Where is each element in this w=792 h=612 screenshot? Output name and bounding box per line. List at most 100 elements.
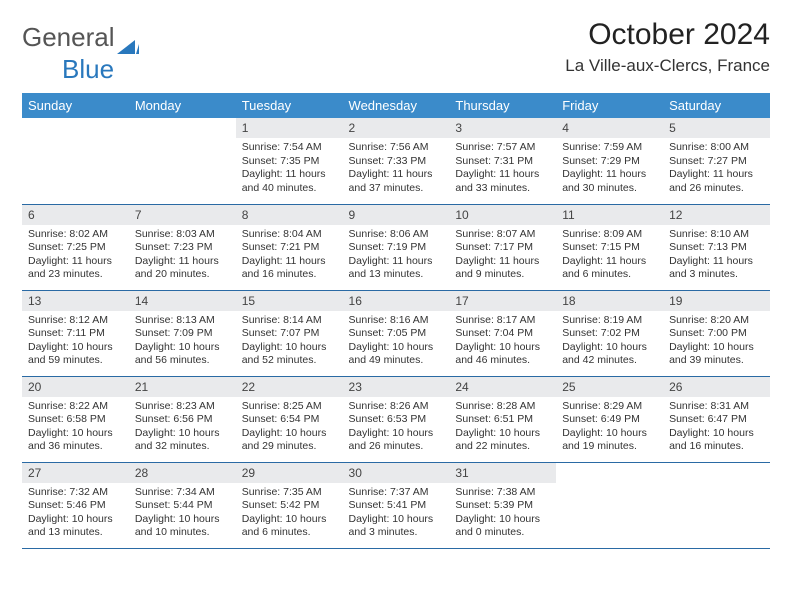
day-number: 7 [129, 205, 236, 225]
day-number: 11 [556, 205, 663, 225]
day-number: 21 [129, 377, 236, 397]
day-cell-26: 26Sunrise: 8:31 AMSunset: 6:47 PMDayligh… [663, 376, 770, 462]
day-number: 1 [236, 118, 343, 138]
day-body: Sunrise: 8:28 AMSunset: 6:51 PMDaylight:… [449, 397, 556, 459]
day-number: 20 [22, 377, 129, 397]
day-number: 2 [343, 118, 450, 138]
day-number: 17 [449, 291, 556, 311]
day-number: 31 [449, 463, 556, 483]
day-cell-20: 20Sunrise: 8:22 AMSunset: 6:58 PMDayligh… [22, 376, 129, 462]
day-cell-2: 2Sunrise: 7:56 AMSunset: 7:33 PMDaylight… [343, 118, 450, 204]
week-row: 1Sunrise: 7:54 AMSunset: 7:35 PMDaylight… [22, 118, 770, 204]
logo-text-blue: Blue [62, 54, 114, 85]
day-number: 30 [343, 463, 450, 483]
day-body: Sunrise: 8:04 AMSunset: 7:21 PMDaylight:… [236, 225, 343, 287]
day-body: Sunrise: 8:17 AMSunset: 7:04 PMDaylight:… [449, 311, 556, 373]
logo: General [22, 22, 139, 53]
day-cell-17: 17Sunrise: 8:17 AMSunset: 7:04 PMDayligh… [449, 290, 556, 376]
day-number: 26 [663, 377, 770, 397]
day-number: 4 [556, 118, 663, 138]
day-body: Sunrise: 7:38 AMSunset: 5:39 PMDaylight:… [449, 483, 556, 545]
month-title: October 2024 [565, 18, 770, 52]
weekday-tuesday: Tuesday [236, 93, 343, 118]
day-body: Sunrise: 8:10 AMSunset: 7:13 PMDaylight:… [663, 225, 770, 287]
day-cell-22: 22Sunrise: 8:25 AMSunset: 6:54 PMDayligh… [236, 376, 343, 462]
day-cell-10: 10Sunrise: 8:07 AMSunset: 7:17 PMDayligh… [449, 204, 556, 290]
weekday-saturday: Saturday [663, 93, 770, 118]
day-number: 12 [663, 205, 770, 225]
day-number: 28 [129, 463, 236, 483]
day-cell-21: 21Sunrise: 8:23 AMSunset: 6:56 PMDayligh… [129, 376, 236, 462]
day-cell-19: 19Sunrise: 8:20 AMSunset: 7:00 PMDayligh… [663, 290, 770, 376]
day-number: 10 [449, 205, 556, 225]
day-number: 29 [236, 463, 343, 483]
empty-cell [129, 118, 236, 204]
day-body: Sunrise: 7:37 AMSunset: 5:41 PMDaylight:… [343, 483, 450, 545]
day-cell-30: 30Sunrise: 7:37 AMSunset: 5:41 PMDayligh… [343, 462, 450, 548]
day-body: Sunrise: 8:07 AMSunset: 7:17 PMDaylight:… [449, 225, 556, 287]
day-cell-1: 1Sunrise: 7:54 AMSunset: 7:35 PMDaylight… [236, 118, 343, 204]
day-body: Sunrise: 8:22 AMSunset: 6:58 PMDaylight:… [22, 397, 129, 459]
day-number: 24 [449, 377, 556, 397]
day-cell-4: 4Sunrise: 7:59 AMSunset: 7:29 PMDaylight… [556, 118, 663, 204]
day-number: 18 [556, 291, 663, 311]
day-cell-8: 8Sunrise: 8:04 AMSunset: 7:21 PMDaylight… [236, 204, 343, 290]
day-number: 5 [663, 118, 770, 138]
day-cell-29: 29Sunrise: 7:35 AMSunset: 5:42 PMDayligh… [236, 462, 343, 548]
week-row: 6Sunrise: 8:02 AMSunset: 7:25 PMDaylight… [22, 204, 770, 290]
day-number: 9 [343, 205, 450, 225]
location: La Ville-aux-Clercs, France [565, 56, 770, 76]
weekday-header-row: SundayMondayTuesdayWednesdayThursdayFrid… [22, 93, 770, 118]
day-cell-7: 7Sunrise: 8:03 AMSunset: 7:23 PMDaylight… [129, 204, 236, 290]
empty-cell [22, 118, 129, 204]
day-body: Sunrise: 7:59 AMSunset: 7:29 PMDaylight:… [556, 138, 663, 200]
day-cell-31: 31Sunrise: 7:38 AMSunset: 5:39 PMDayligh… [449, 462, 556, 548]
day-number: 14 [129, 291, 236, 311]
day-cell-16: 16Sunrise: 8:16 AMSunset: 7:05 PMDayligh… [343, 290, 450, 376]
day-cell-11: 11Sunrise: 8:09 AMSunset: 7:15 PMDayligh… [556, 204, 663, 290]
day-number: 13 [22, 291, 129, 311]
day-number: 22 [236, 377, 343, 397]
day-body: Sunrise: 8:25 AMSunset: 6:54 PMDaylight:… [236, 397, 343, 459]
day-number: 23 [343, 377, 450, 397]
weekday-thursday: Thursday [449, 93, 556, 118]
weekday-sunday: Sunday [22, 93, 129, 118]
day-body: Sunrise: 8:19 AMSunset: 7:02 PMDaylight:… [556, 311, 663, 373]
day-body: Sunrise: 8:20 AMSunset: 7:00 PMDaylight:… [663, 311, 770, 373]
title-block: October 2024 La Ville-aux-Clercs, France [565, 18, 770, 76]
day-number: 15 [236, 291, 343, 311]
calendar-table: SundayMondayTuesdayWednesdayThursdayFrid… [22, 93, 770, 549]
day-body: Sunrise: 8:00 AMSunset: 7:27 PMDaylight:… [663, 138, 770, 200]
day-body: Sunrise: 7:32 AMSunset: 5:46 PMDaylight:… [22, 483, 129, 545]
day-body: Sunrise: 8:06 AMSunset: 7:19 PMDaylight:… [343, 225, 450, 287]
day-body: Sunrise: 8:03 AMSunset: 7:23 PMDaylight:… [129, 225, 236, 287]
day-cell-3: 3Sunrise: 7:57 AMSunset: 7:31 PMDaylight… [449, 118, 556, 204]
day-cell-5: 5Sunrise: 8:00 AMSunset: 7:27 PMDaylight… [663, 118, 770, 204]
day-number: 27 [22, 463, 129, 483]
day-cell-12: 12Sunrise: 8:10 AMSunset: 7:13 PMDayligh… [663, 204, 770, 290]
weekday-friday: Friday [556, 93, 663, 118]
day-body: Sunrise: 7:57 AMSunset: 7:31 PMDaylight:… [449, 138, 556, 200]
day-cell-6: 6Sunrise: 8:02 AMSunset: 7:25 PMDaylight… [22, 204, 129, 290]
day-cell-23: 23Sunrise: 8:26 AMSunset: 6:53 PMDayligh… [343, 376, 450, 462]
day-cell-25: 25Sunrise: 8:29 AMSunset: 6:49 PMDayligh… [556, 376, 663, 462]
day-cell-13: 13Sunrise: 8:12 AMSunset: 7:11 PMDayligh… [22, 290, 129, 376]
day-body: Sunrise: 8:14 AMSunset: 7:07 PMDaylight:… [236, 311, 343, 373]
day-body: Sunrise: 8:12 AMSunset: 7:11 PMDaylight:… [22, 311, 129, 373]
day-body: Sunrise: 8:02 AMSunset: 7:25 PMDaylight:… [22, 225, 129, 287]
day-number: 6 [22, 205, 129, 225]
day-cell-14: 14Sunrise: 8:13 AMSunset: 7:09 PMDayligh… [129, 290, 236, 376]
day-body: Sunrise: 8:26 AMSunset: 6:53 PMDaylight:… [343, 397, 450, 459]
day-cell-18: 18Sunrise: 8:19 AMSunset: 7:02 PMDayligh… [556, 290, 663, 376]
day-number: 25 [556, 377, 663, 397]
week-row: 13Sunrise: 8:12 AMSunset: 7:11 PMDayligh… [22, 290, 770, 376]
day-number: 8 [236, 205, 343, 225]
empty-cell [663, 462, 770, 548]
day-body: Sunrise: 8:31 AMSunset: 6:47 PMDaylight:… [663, 397, 770, 459]
day-body: Sunrise: 8:13 AMSunset: 7:09 PMDaylight:… [129, 311, 236, 373]
day-body: Sunrise: 7:54 AMSunset: 7:35 PMDaylight:… [236, 138, 343, 200]
day-number: 3 [449, 118, 556, 138]
day-cell-28: 28Sunrise: 7:34 AMSunset: 5:44 PMDayligh… [129, 462, 236, 548]
logo-sail-icon [117, 30, 139, 46]
day-number: 19 [663, 291, 770, 311]
